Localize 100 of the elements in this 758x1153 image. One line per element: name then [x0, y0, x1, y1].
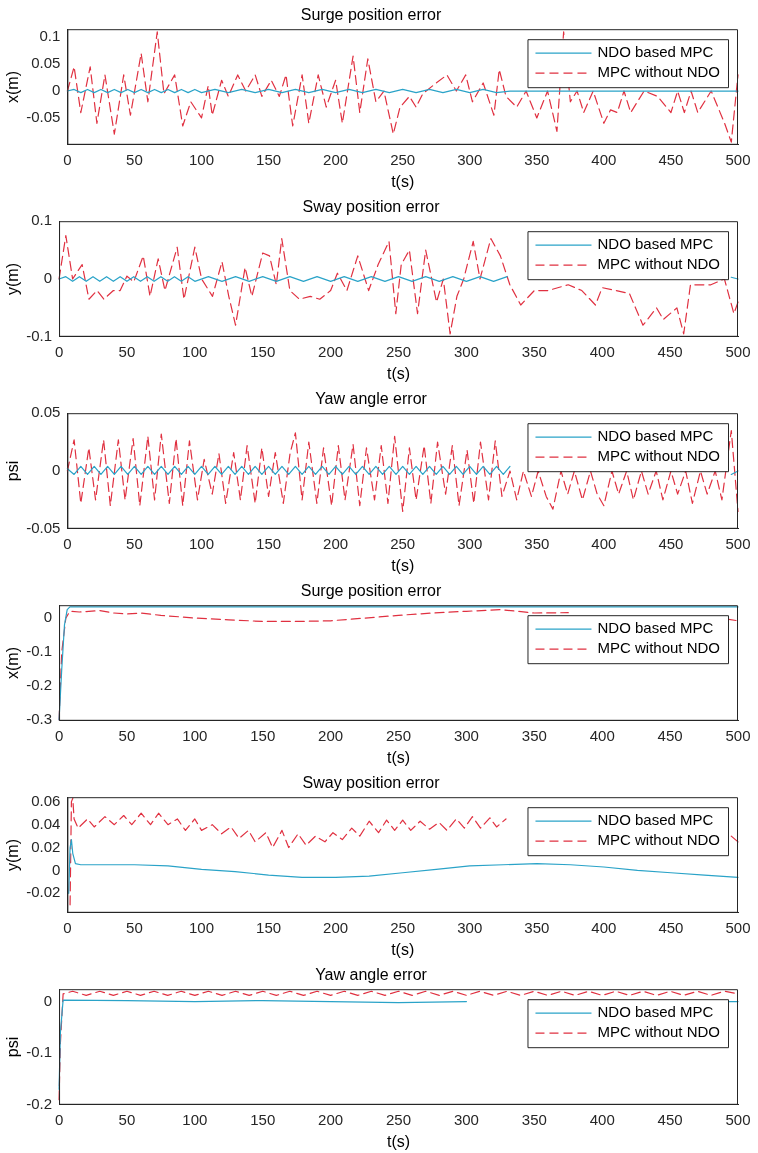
- y-tick-label: -0.3: [26, 709, 53, 727]
- x-tick-label: 200: [318, 1110, 344, 1128]
- y-axis-title: x(m): [4, 71, 22, 103]
- legend-label: NDO based MPC: [597, 43, 714, 61]
- x-tick-label: 200: [323, 918, 349, 936]
- x-tick-label: 0: [63, 534, 72, 552]
- x-tick-label: 400: [591, 918, 617, 936]
- x-tick-label: 400: [589, 1110, 615, 1128]
- x-tick-label: 250: [386, 342, 412, 360]
- x-tick-label: 0: [63, 918, 72, 936]
- x-tick-label: 400: [589, 726, 615, 744]
- legend-label: MPC without NDO: [597, 447, 720, 465]
- x-tick-label: 450: [657, 726, 683, 744]
- x-tick-label: 400: [591, 534, 617, 552]
- x-tick-label: 150: [256, 150, 282, 168]
- x-tick-label: 0: [63, 150, 72, 168]
- y-tick-label: -0.1: [26, 326, 53, 344]
- x-tick-label: 450: [658, 918, 684, 936]
- x-tick-label: 350: [524, 918, 550, 936]
- x-tick-label: 350: [521, 1110, 547, 1128]
- y-axis-title: y(m): [4, 839, 22, 871]
- x-tick-label: 200: [323, 534, 349, 552]
- x-tick-label: 400: [589, 342, 615, 360]
- x-tick-label: 50: [126, 150, 143, 168]
- x-tick-label: 350: [524, 534, 550, 552]
- y-tick-label: 0.06: [31, 791, 61, 809]
- x-tick-label: 200: [318, 726, 344, 744]
- x-tick-label: 250: [390, 150, 416, 168]
- x-tick-label: 150: [250, 726, 276, 744]
- x-tick-label: 150: [250, 342, 276, 360]
- x-axis-title: t(s): [391, 172, 415, 190]
- y-tick-label: 0.05: [31, 403, 61, 421]
- y-axis-title: x(m): [4, 647, 22, 679]
- x-tick-label: 250: [390, 918, 416, 936]
- chart-title: Surge position error: [300, 6, 442, 24]
- y-tick-label: 0: [52, 860, 61, 878]
- legend-label: MPC without NDO: [597, 63, 720, 81]
- x-tick-label: 500: [725, 918, 751, 936]
- x-tick-label: 350: [524, 150, 550, 168]
- x-tick-label: 450: [657, 342, 683, 360]
- x-tick-label: 300: [453, 1110, 479, 1128]
- x-tick-label: 300: [453, 342, 479, 360]
- y-tick-label: -0.02: [26, 883, 61, 901]
- legend-label: NDO based MPC: [597, 1003, 714, 1021]
- chart-title: Sway position error: [302, 774, 441, 792]
- chart-title: Yaw angle error: [315, 966, 428, 984]
- x-tick-label: 50: [126, 918, 143, 936]
- x-tick-label: 100: [189, 150, 215, 168]
- x-tick-label: 250: [386, 1110, 412, 1128]
- y-tick-label: -0.1: [26, 642, 53, 660]
- chart-title: Sway position error: [302, 198, 441, 216]
- y-tick-label: -0.05: [26, 108, 61, 126]
- x-tick-label: 200: [318, 342, 344, 360]
- x-tick-label: 300: [457, 150, 483, 168]
- x-tick-label: 250: [386, 726, 412, 744]
- x-tick-label: 50: [118, 1110, 136, 1128]
- line-series: [66, 31, 739, 143]
- x-tick-label: 300: [453, 726, 479, 744]
- legend-label: NDO based MPC: [597, 811, 714, 829]
- y-axis-title: y(m): [4, 263, 22, 295]
- x-tick-label: 500: [725, 150, 751, 168]
- x-tick-label: 50: [118, 342, 136, 360]
- y-tick-label: 0: [43, 991, 53, 1009]
- legend-label: MPC without NDO: [597, 639, 720, 657]
- x-tick-label: 50: [118, 726, 136, 744]
- x-tick-label: 100: [189, 534, 215, 552]
- x-tick-label: 200: [323, 150, 349, 168]
- x-tick-label: 500: [725, 726, 751, 744]
- x-tick-label: 350: [521, 726, 547, 744]
- y-tick-label: -0.2: [26, 676, 53, 694]
- y-tick-label: -0.2: [26, 1094, 53, 1112]
- y-tick-label: 0.02: [31, 837, 61, 855]
- legend-label: MPC without NDO: [597, 255, 720, 273]
- y-tick-label: 0.05: [31, 54, 61, 72]
- x-tick-label: 250: [390, 534, 416, 552]
- x-axis-title: t(s): [386, 1132, 411, 1150]
- x-tick-label: 350: [521, 342, 547, 360]
- x-axis-title: t(s): [386, 748, 411, 766]
- line-series: [66, 429, 739, 513]
- x-tick-label: 500: [725, 1110, 751, 1128]
- x-axis-title: t(s): [386, 364, 411, 382]
- x-tick-label: 300: [457, 918, 483, 936]
- legend-label: NDO based MPC: [597, 235, 714, 253]
- x-tick-label: 100: [182, 1110, 208, 1128]
- x-tick-label: 450: [658, 534, 684, 552]
- x-tick-label: 450: [657, 1110, 683, 1128]
- x-tick-label: 150: [256, 534, 282, 552]
- x-tick-label: 100: [182, 726, 208, 744]
- legend-label: MPC without NDO: [597, 831, 720, 849]
- x-axis-title: t(s): [391, 556, 415, 574]
- y-tick-label: 0.1: [31, 211, 53, 229]
- x-tick-label: 100: [182, 342, 208, 360]
- x-axis-title: t(s): [391, 940, 415, 958]
- x-tick-label: 150: [256, 918, 282, 936]
- y-tick-label: -0.05: [26, 518, 61, 536]
- y-tick-label: 0: [43, 608, 53, 626]
- x-tick-label: 100: [189, 918, 215, 936]
- x-tick-label: 400: [591, 150, 617, 168]
- legend-label: NDO based MPC: [597, 427, 714, 445]
- legend-label: NDO based MPC: [597, 619, 714, 637]
